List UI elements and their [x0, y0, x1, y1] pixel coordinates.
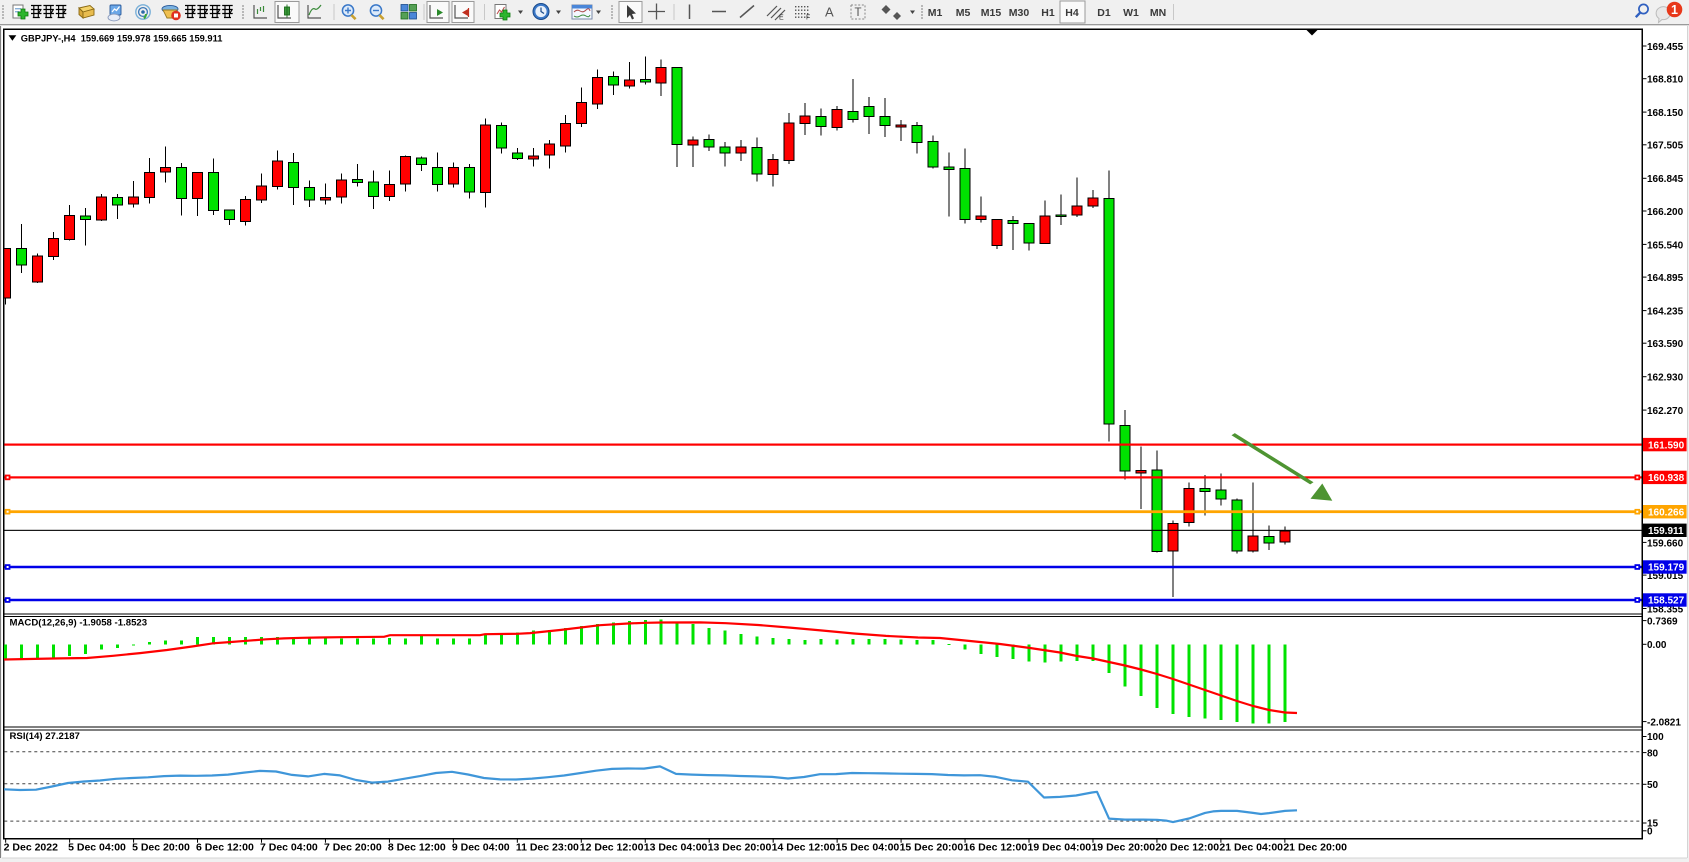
svg-text:168.150: 168.150: [1647, 108, 1684, 119]
svg-text:160.938: 160.938: [1648, 473, 1685, 484]
svg-text:169.455: 169.455: [1647, 42, 1684, 53]
svg-text:9 Dec 04:00: 9 Dec 04:00: [452, 842, 510, 854]
svg-text:MN: MN: [1150, 7, 1166, 19]
svg-text:159.911: 159.911: [1648, 526, 1684, 537]
svg-text:H4: H4: [1065, 7, 1079, 19]
svg-text:M1: M1: [928, 7, 943, 19]
svg-text:50: 50: [1647, 780, 1659, 791]
svg-text:159.660: 159.660: [1647, 538, 1684, 549]
svg-text:7 Dec 04:00: 7 Dec 04:00: [260, 842, 318, 854]
svg-text:H1: H1: [1041, 7, 1055, 19]
svg-text:163.590: 163.590: [1647, 339, 1684, 350]
svg-text:8 Dec 12:00: 8 Dec 12:00: [388, 842, 446, 854]
svg-text:164.235: 164.235: [1647, 307, 1684, 318]
svg-text:19 Dec 20:00: 19 Dec 20:00: [1091, 842, 1155, 854]
svg-text:E: E: [779, 15, 784, 22]
svg-text:162.270: 162.270: [1647, 406, 1684, 417]
svg-text:6 Dec 12:00: 6 Dec 12:00: [196, 842, 254, 854]
svg-text:158.527: 158.527: [1648, 596, 1685, 607]
svg-text:15: 15: [1647, 819, 1659, 830]
svg-text:16 Dec 12:00: 16 Dec 12:00: [964, 842, 1028, 854]
svg-text:-2.0821: -2.0821: [1647, 717, 1681, 728]
svg-text:12 Dec 12:00: 12 Dec 12:00: [580, 842, 644, 854]
svg-text:168.810: 168.810: [1647, 75, 1684, 86]
svg-text:RSI(14) 27.2187: RSI(14) 27.2187: [10, 731, 80, 742]
svg-text:21 Dec 04:00: 21 Dec 04:00: [1219, 842, 1283, 854]
svg-text:5 Dec 04:00: 5 Dec 04:00: [68, 842, 126, 854]
svg-text:M15: M15: [981, 7, 1002, 19]
svg-text:21 Dec 20:00: 21 Dec 20:00: [1283, 842, 1347, 854]
svg-text:1: 1: [1671, 3, 1678, 17]
svg-text:5 Dec 20:00: 5 Dec 20:00: [132, 842, 190, 854]
svg-text:162.930: 162.930: [1647, 373, 1684, 384]
svg-text:161.590: 161.590: [1648, 440, 1685, 451]
svg-text:20 Dec 12:00: 20 Dec 12:00: [1155, 842, 1219, 854]
svg-text:0: 0: [1647, 827, 1653, 838]
svg-text:D1: D1: [1097, 7, 1111, 19]
svg-text:MACD(12,26,9) -1.9058 -1.8523: MACD(12,26,9) -1.9058 -1.8523: [10, 618, 148, 629]
svg-text:166.200: 166.200: [1647, 207, 1684, 218]
svg-text:158.355: 158.355: [1647, 604, 1684, 615]
svg-text:13 Dec 20:00: 13 Dec 20:00: [708, 842, 772, 854]
svg-text:M30: M30: [1009, 7, 1030, 19]
svg-text:0.00: 0.00: [1647, 640, 1667, 651]
svg-text:W1: W1: [1123, 7, 1139, 19]
svg-text:80: 80: [1647, 748, 1659, 759]
svg-text:166.845: 166.845: [1647, 174, 1684, 185]
svg-text:A: A: [825, 5, 834, 20]
svg-text:M5: M5: [956, 7, 971, 19]
svg-text:F: F: [806, 15, 810, 22]
svg-text:160.266: 160.266: [1648, 507, 1685, 518]
svg-text:164.895: 164.895: [1647, 273, 1684, 284]
svg-text:100: 100: [1647, 732, 1664, 743]
svg-text:7 Dec 20:00: 7 Dec 20:00: [324, 842, 382, 854]
svg-text:167.505: 167.505: [1647, 141, 1684, 152]
svg-text:15 Dec 20:00: 15 Dec 20:00: [900, 842, 964, 854]
svg-text:GBPJPY-,H4 159.669 159.978 15: GBPJPY-,H4 159.669 159.978 159.665 159.9…: [21, 34, 223, 44]
svg-text:165.540: 165.540: [1647, 240, 1684, 251]
svg-text:159.015: 159.015: [1647, 571, 1684, 582]
svg-text:0.7369: 0.7369: [1647, 616, 1678, 627]
svg-text:19 Dec 04:00: 19 Dec 04:00: [1028, 842, 1092, 854]
svg-text:15 Dec 04:00: 15 Dec 04:00: [836, 842, 900, 854]
svg-text:11 Dec 23:00: 11 Dec 23:00: [516, 842, 579, 854]
svg-text:13 Dec 04:00: 13 Dec 04:00: [644, 842, 708, 854]
svg-text:159.179: 159.179: [1648, 563, 1685, 574]
svg-text:T: T: [855, 7, 862, 19]
svg-text:2 Dec 2022: 2 Dec 2022: [4, 842, 58, 854]
svg-text:14 Dec 12:00: 14 Dec 12:00: [772, 842, 836, 854]
